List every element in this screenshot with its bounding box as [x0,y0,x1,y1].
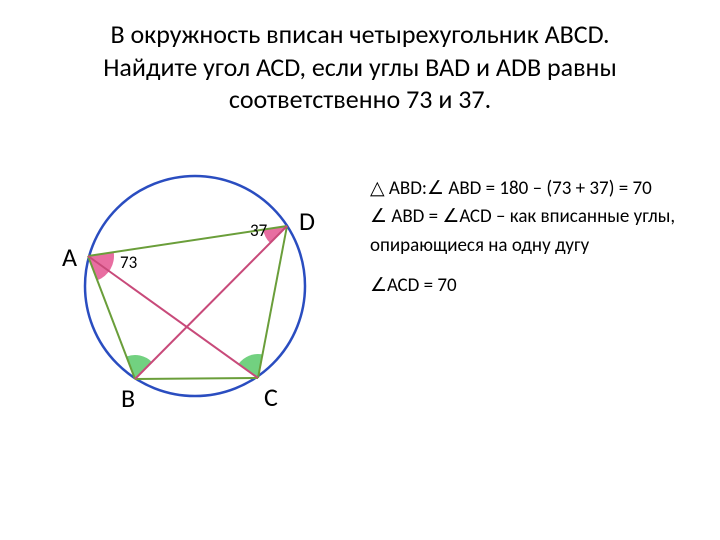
title-line-3: соответственно 73 и 37. [40,83,680,116]
title-line-2: Найдите угол АСD, если углы ВАD и АDВ ра… [40,51,680,84]
proof-line-4: ∠АСD = 70 [370,273,675,300]
diagram-svg: А В С D 73 37 [50,146,330,446]
solution-text: △ АВD:∠ АВD = 180 – (73 + 37) = 70 ∠ АВD… [370,176,675,302]
geometry-diagram: А В С D 73 37 [50,146,330,451]
proof-line-2: ∠ АВD = ∠АСD – как вписанные углы, [370,204,675,231]
proof-line-3: опирающиеся на одну дугу [370,233,675,260]
problem-title: В окружность вписан четырехугольник АВСD… [0,0,720,116]
svg-text:D: D [299,205,315,237]
svg-text:73: 73 [120,252,137,273]
svg-text:С: С [264,381,278,413]
svg-text:37: 37 [250,220,268,241]
svg-text:А: А [62,241,77,273]
title-line-1: В окружность вписан четырехугольник АВСD… [40,18,680,51]
content-area: А В С D 73 37 △ АВD:∠ АВD = 180 – (73 + 37) =… [0,116,720,536]
svg-text:В: В [121,382,135,414]
proof-line-1: △ АВD:∠ АВD = 180 – (73 + 37) = 70 [370,176,675,203]
